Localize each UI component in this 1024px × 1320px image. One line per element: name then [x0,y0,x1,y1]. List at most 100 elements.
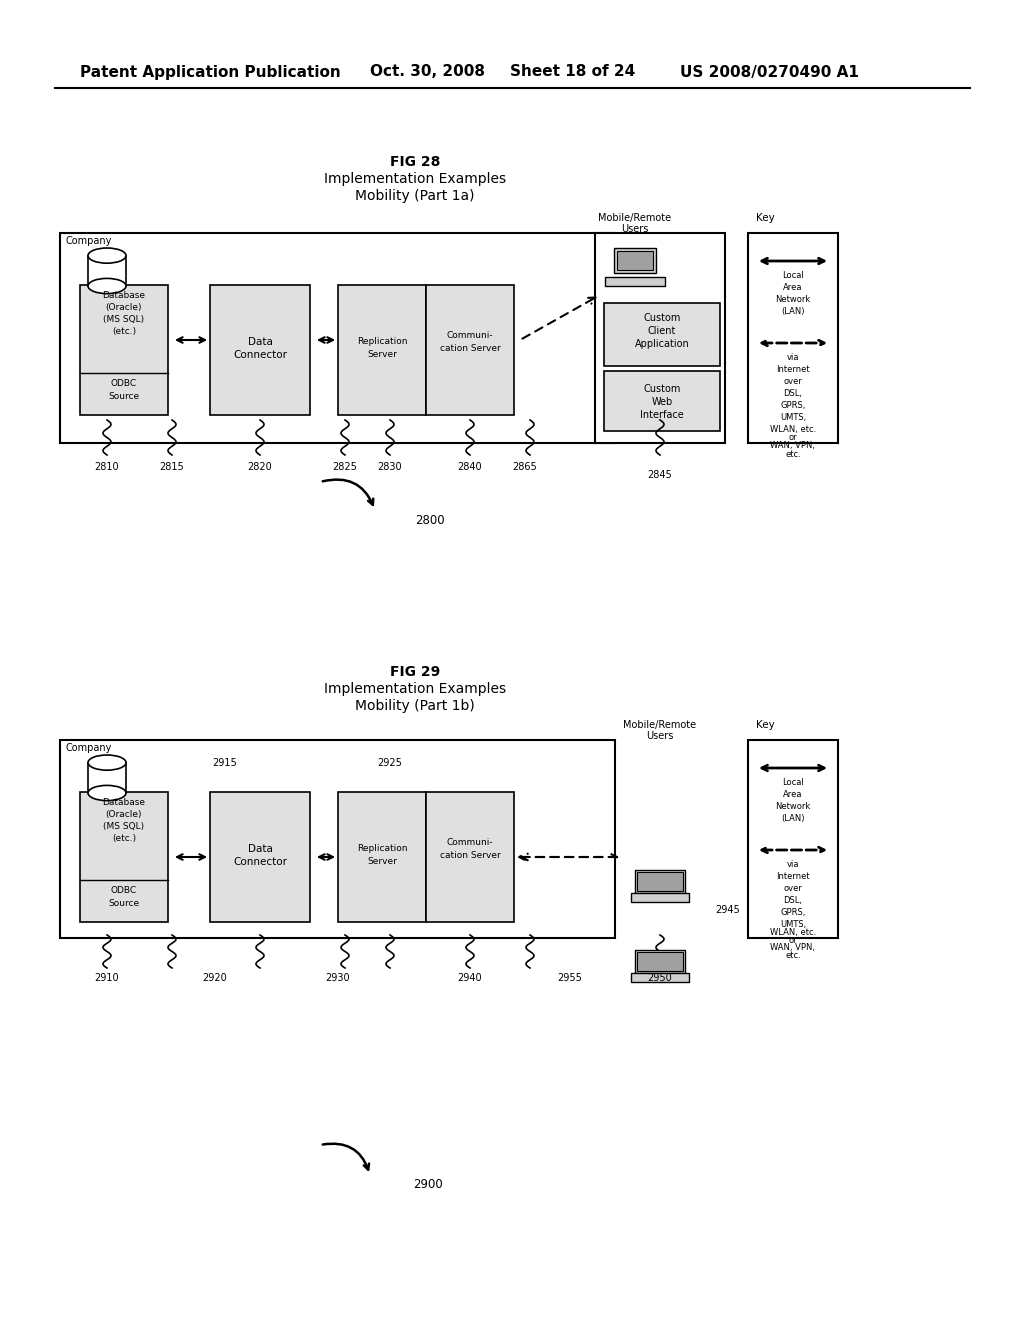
Bar [748,741,838,939]
Text: 2915: 2915 [213,758,238,768]
Text: ODBC: ODBC [111,379,137,388]
Text: UMTS,: UMTS, [780,413,806,422]
Bar [338,792,426,921]
Text: Internet: Internet [776,366,810,374]
Text: 2830: 2830 [378,462,402,473]
Text: Interface: Interface [640,411,684,420]
Text: Replication: Replication [356,843,408,853]
Text: Data: Data [248,337,272,347]
Text: Network: Network [775,803,811,810]
Bar [617,251,653,271]
Text: 2800: 2800 [415,513,444,527]
Bar [635,870,685,892]
Text: Sheet 18 of 24: Sheet 18 of 24 [510,65,635,79]
Text: (Oracle): (Oracle) [105,810,142,818]
Text: Mobile/Remote: Mobile/Remote [624,719,696,730]
Text: (Oracle): (Oracle) [105,304,142,312]
Text: Network: Network [775,294,811,304]
Ellipse shape [88,785,126,801]
Text: Patent Application Publication: Patent Application Publication [80,65,341,79]
Text: 2840: 2840 [458,462,482,473]
Text: (etc.): (etc.) [112,834,136,843]
Text: (etc.): (etc.) [112,327,136,337]
Text: Mobility (Part 1a): Mobility (Part 1a) [355,189,475,203]
Bar [426,285,514,414]
Text: Server: Server [367,857,397,866]
Text: Users: Users [622,224,648,234]
Text: 2940: 2940 [458,973,482,983]
Text: US 2008/0270490 A1: US 2008/0270490 A1 [680,65,859,79]
Text: FIG 29: FIG 29 [390,665,440,678]
Text: DSL,: DSL, [783,389,803,399]
Text: (MS SQL): (MS SQL) [103,315,144,323]
Text: FIG 28: FIG 28 [390,154,440,169]
Bar [88,256,126,286]
Text: 2925: 2925 [378,758,402,768]
Bar [338,285,426,414]
Ellipse shape [88,755,126,770]
Bar [426,792,514,921]
Text: GPRS,: GPRS, [780,908,806,917]
Text: Users: Users [646,731,674,741]
Text: WLAN, etc.: WLAN, etc. [770,928,816,937]
Text: (MS SQL): (MS SQL) [103,822,144,832]
Text: cation Server: cation Server [439,851,501,861]
Text: via: via [786,352,800,362]
Text: Client: Client [648,326,676,337]
Text: Database: Database [102,290,145,300]
Bar [637,873,683,891]
Text: UMTS,: UMTS, [780,920,806,929]
Text: (LAN): (LAN) [781,814,805,822]
Text: Internet: Internet [776,873,810,880]
Bar [604,371,720,432]
Text: Communi-: Communi- [446,331,494,341]
Text: 2900: 2900 [413,1177,442,1191]
Bar [210,792,310,921]
Text: DSL,: DSL, [783,896,803,906]
Text: 2865: 2865 [513,462,538,473]
Text: via: via [786,861,800,869]
Text: 2825: 2825 [333,462,357,473]
Text: Key: Key [756,213,775,223]
Text: (LAN): (LAN) [781,308,805,315]
Text: Mobility (Part 1b): Mobility (Part 1b) [355,700,475,713]
Text: Area: Area [783,282,803,292]
Bar [631,973,689,982]
Text: or: or [788,936,798,945]
Text: Custom: Custom [643,313,681,323]
Text: 2955: 2955 [557,973,583,983]
Text: 2820: 2820 [248,462,272,473]
Text: Database: Database [102,799,145,807]
Bar [80,792,168,921]
Text: Oct. 30, 2008: Oct. 30, 2008 [370,65,485,79]
Bar [60,234,615,444]
Text: Connector: Connector [233,350,287,360]
Text: 2950: 2950 [647,973,673,983]
Text: ODBC: ODBC [111,886,137,895]
Text: Company: Company [65,743,112,752]
Bar [614,248,656,273]
Text: Area: Area [783,789,803,799]
Text: Replication: Replication [356,337,408,346]
Text: cation Server: cation Server [439,345,501,352]
Bar [595,234,725,444]
Text: WLAN, etc.: WLAN, etc. [770,425,816,434]
Text: over: over [783,884,803,894]
Bar [631,892,689,902]
Text: Local: Local [782,271,804,280]
Text: 2810: 2810 [94,462,120,473]
Text: etc.: etc. [785,950,801,960]
Text: Data: Data [248,843,272,854]
Text: Implementation Examples: Implementation Examples [324,172,506,186]
Text: Source: Source [109,392,139,401]
Text: WAN, VPN,: WAN, VPN, [770,942,815,952]
Text: WAN, VPN,: WAN, VPN, [770,441,815,450]
Bar [637,952,683,970]
Text: Custom: Custom [643,384,681,393]
Text: over: over [783,378,803,385]
Text: Connector: Connector [233,857,287,867]
Text: GPRS,: GPRS, [780,401,806,411]
Ellipse shape [88,279,126,293]
Text: Communi-: Communi- [446,838,494,847]
Text: 2920: 2920 [203,973,227,983]
